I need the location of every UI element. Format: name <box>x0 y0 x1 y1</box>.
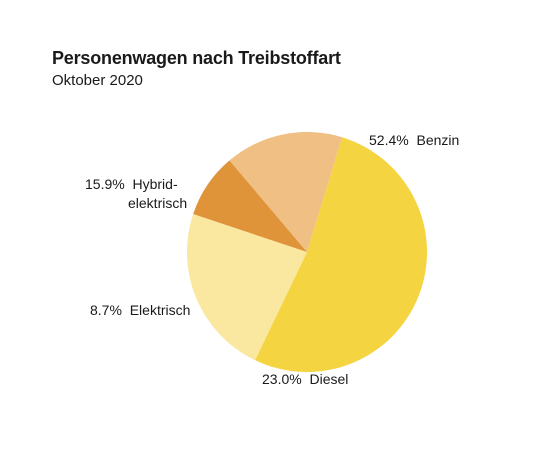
pie-slice-diesel <box>186 214 307 361</box>
slice-label-diesel: 23.0% Diesel <box>262 371 348 387</box>
pie-slice-hybrid-elektrisch <box>229 131 343 252</box>
chart-title: Personenwagen nach Treibstoffart <box>52 48 341 68</box>
slice-label-hybrid-elektrisch: 15.9% Hybrid- <box>85 176 178 192</box>
chart-subtitle: Oktober 2020 <box>52 72 143 89</box>
slice-label-elektrisch: 8.7% Elektrisch <box>90 302 190 318</box>
slice-label-line2: elektrisch <box>128 195 187 211</box>
pie-slice-elektrisch <box>193 160 307 252</box>
pie-slice-benzin <box>255 137 427 372</box>
slice-label-benzin: 52.4% Benzin <box>369 132 459 148</box>
